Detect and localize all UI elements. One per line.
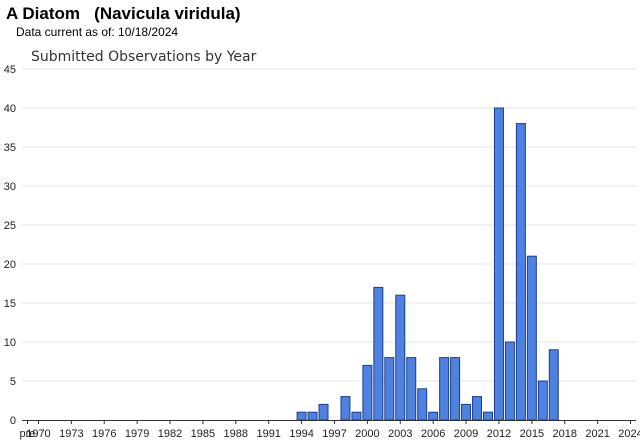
x-tick-label: 1991 (256, 428, 280, 440)
data-current-note: Data current as of: 10/18/2024 (16, 25, 179, 39)
x-tick-label: 2018 (552, 428, 576, 440)
x-tick-label: 1979 (125, 428, 149, 440)
bar-1996 (318, 403, 329, 421)
bar-2013 (504, 341, 515, 421)
y-tick-label: 0 (10, 415, 16, 427)
y-tick-label: 20 (4, 259, 16, 271)
y-tick-label: 40 (4, 103, 16, 115)
y-tick-label: 10 (4, 337, 16, 349)
bar-2008 (450, 357, 461, 421)
bar-2017 (548, 349, 559, 421)
bar-1999 (351, 411, 362, 421)
bar-2016 (537, 380, 548, 421)
x-tick-label: pre (20, 428, 36, 440)
chart-title: Submitted Observations by Year (31, 49, 257, 65)
x-tick-label: 1970 (26, 428, 50, 440)
bar-2004 (406, 357, 417, 421)
y-tick-label: 25 (4, 220, 16, 232)
bar-2010 (472, 396, 483, 421)
bar-2000 (362, 364, 373, 421)
bar-1995 (307, 411, 318, 421)
y-tick-label: 30 (4, 181, 16, 193)
x-tick-label: 1976 (92, 428, 116, 440)
bar-2001 (373, 286, 384, 421)
x-tick-label: 1994 (289, 428, 313, 440)
x-tick-label: 2006 (421, 428, 445, 440)
x-tick-label: 2000 (355, 428, 379, 440)
x-tick-label: 1985 (191, 428, 215, 440)
x-tick-label: 1973 (59, 428, 83, 440)
x-tick-label: 2009 (454, 428, 478, 440)
bar-2007 (439, 357, 450, 421)
x-tick-label: 1997 (322, 428, 346, 440)
bar-1998 (340, 396, 351, 421)
bar-2011 (482, 411, 493, 421)
bar-2005 (417, 388, 428, 421)
x-tick-label: 2021 (585, 428, 609, 440)
y-tick-label: 5 (10, 376, 16, 388)
x-tick-label: 1982 (158, 428, 182, 440)
y-tick-label: 45 (4, 64, 16, 76)
x-tick-label: 2015 (520, 428, 544, 440)
bar-2002 (384, 357, 395, 421)
x-tick-label: 2024 (618, 428, 640, 440)
bar-2003 (395, 294, 406, 421)
species-title: A Diatom (Navicula viridula) (6, 4, 241, 23)
bar-2012 (493, 107, 504, 421)
bar-2009 (461, 403, 472, 421)
y-tick-label: 35 (4, 142, 16, 154)
bar-2014 (515, 123, 526, 421)
bar-2015 (526, 255, 537, 421)
bar-1994 (296, 411, 307, 421)
bar-2006 (428, 411, 439, 421)
y-tick-label: 15 (4, 298, 16, 310)
x-tick-label: 2012 (487, 428, 511, 440)
x-tick-label: 1988 (224, 428, 248, 440)
x-tick-label: 2003 (388, 428, 412, 440)
